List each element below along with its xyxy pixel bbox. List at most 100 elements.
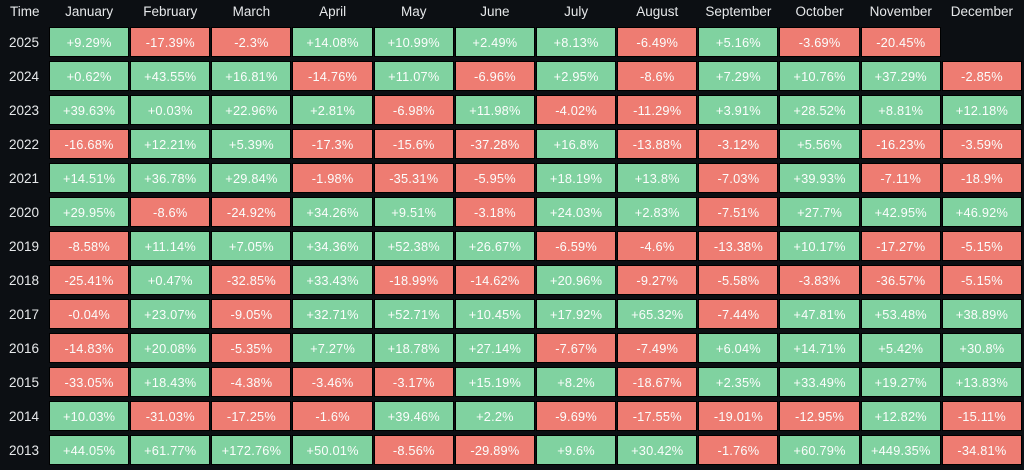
return-cell: -32.85% [211, 265, 292, 295]
return-cell: -9.69% [535, 401, 617, 431]
return-cell: +29.95% [49, 197, 130, 227]
return-cell: -7.44% [698, 299, 779, 329]
return-cell: +11.14% [130, 231, 211, 261]
return-cell: -18.9% [941, 163, 1022, 193]
return-cell: -29.89% [454, 435, 535, 465]
return-cell: +18.78% [373, 333, 454, 363]
return-cell: +12.82% [860, 401, 941, 431]
return-cell: +0.62% [49, 61, 130, 91]
return-cell: +34.36% [292, 231, 373, 261]
return-cell: +5.16% [698, 27, 779, 57]
return-cell: +39.46% [373, 401, 454, 431]
return-cell: +5.42% [860, 333, 941, 363]
return-cell: +32.71% [292, 299, 373, 329]
return-cell: +449.35% [860, 435, 941, 465]
return-cell: -6.59% [535, 231, 617, 261]
return-cell: -8.6% [130, 197, 211, 227]
return-cell: +19.27% [860, 367, 941, 397]
return-cell: -5.95% [454, 163, 535, 193]
return-cell: -9.05% [211, 299, 292, 329]
return-cell: +27.14% [454, 333, 535, 363]
return-cell: -4.38% [211, 367, 292, 397]
return-cell-empty [942, 27, 1022, 57]
return-cell: -17.27% [860, 231, 941, 261]
return-cell: +14.08% [292, 27, 373, 57]
return-cell: -33.05% [49, 367, 130, 397]
return-cell: +10.03% [49, 401, 130, 431]
return-cell: -16.68% [49, 129, 130, 159]
row-year-label: 2015 [9, 374, 40, 390]
return-cell: -3.46% [292, 367, 373, 397]
return-cell: -2.85% [941, 61, 1022, 91]
row-year-label: 2022 [9, 136, 40, 152]
row-year-label: 2016 [9, 340, 40, 356]
return-cell: -25.41% [49, 265, 130, 295]
return-cell: -5.15% [941, 265, 1022, 295]
return-cell: +30.42% [617, 435, 698, 465]
return-cell: -34.81% [941, 435, 1022, 465]
row-year-label: 2018 [9, 272, 40, 288]
return-cell: +20.96% [535, 265, 617, 295]
return-cell: -5.58% [698, 265, 779, 295]
return-cell: +20.08% [130, 333, 211, 363]
return-cell: +3.91% [698, 95, 779, 125]
return-cell: -6.96% [454, 61, 535, 91]
return-cell: -3.69% [779, 27, 860, 57]
return-cell: +61.77% [130, 435, 211, 465]
return-cell: -17.55% [617, 401, 698, 431]
return-cell: +14.51% [49, 163, 130, 193]
column-header-month: August [636, 4, 679, 19]
return-cell: +2.35% [698, 367, 779, 397]
return-cell: -14.83% [49, 333, 130, 363]
row-year-label: 2013 [9, 442, 40, 458]
return-cell: +7.29% [698, 61, 779, 91]
row-year-label: 2023 [9, 102, 40, 118]
return-cell: -37.28% [454, 129, 535, 159]
return-cell: +10.17% [779, 231, 860, 261]
return-cell: -19.01% [698, 401, 779, 431]
return-cell: +6.04% [698, 333, 779, 363]
row-year-label: 2014 [9, 408, 40, 424]
return-cell: +8.81% [860, 95, 941, 125]
return-cell: -16.23% [860, 129, 941, 159]
return-cell: -18.67% [617, 367, 698, 397]
return-cell: -7.67% [535, 333, 617, 363]
return-cell: +15.19% [454, 367, 535, 397]
return-cell: +5.56% [779, 129, 860, 159]
return-cell: -3.18% [454, 197, 535, 227]
row-year-label: 2017 [9, 306, 40, 322]
return-cell: -0.04% [49, 299, 130, 329]
return-cell: +10.45% [454, 299, 535, 329]
row-year-label: 2021 [9, 170, 40, 186]
column-header-time: Time [10, 4, 40, 19]
return-cell: +39.93% [779, 163, 860, 193]
return-cell: +42.95% [860, 197, 941, 227]
return-cell: +29.84% [211, 163, 292, 193]
return-cell: +10.76% [779, 61, 860, 91]
return-cell: -3.12% [698, 129, 779, 159]
return-cell: +34.26% [292, 197, 373, 227]
return-cell: +33.43% [292, 265, 373, 295]
return-cell: -20.45% [860, 27, 941, 57]
return-cell: +36.78% [130, 163, 211, 193]
return-cell: +65.32% [617, 299, 698, 329]
column-header-month: July [564, 4, 589, 19]
return-cell: +2.2% [454, 401, 535, 431]
return-cell: -8.6% [617, 61, 698, 91]
return-cell: +7.27% [292, 333, 373, 363]
return-cell: -7.11% [860, 163, 941, 193]
return-cell: +33.49% [779, 367, 860, 397]
return-cell: -15.6% [373, 129, 454, 159]
return-cell: -8.56% [373, 435, 454, 465]
return-cell: -31.03% [130, 401, 211, 431]
return-cell: +0.47% [130, 265, 211, 295]
return-cell: +8.2% [535, 367, 617, 397]
return-cell: -2.3% [211, 27, 292, 57]
return-cell: -6.49% [617, 27, 698, 57]
return-cell: +37.29% [860, 61, 941, 91]
column-header-month: May [400, 4, 427, 19]
return-cell: +60.79% [779, 435, 860, 465]
return-cell: -3.59% [941, 129, 1022, 159]
return-cell: +172.76% [211, 435, 292, 465]
